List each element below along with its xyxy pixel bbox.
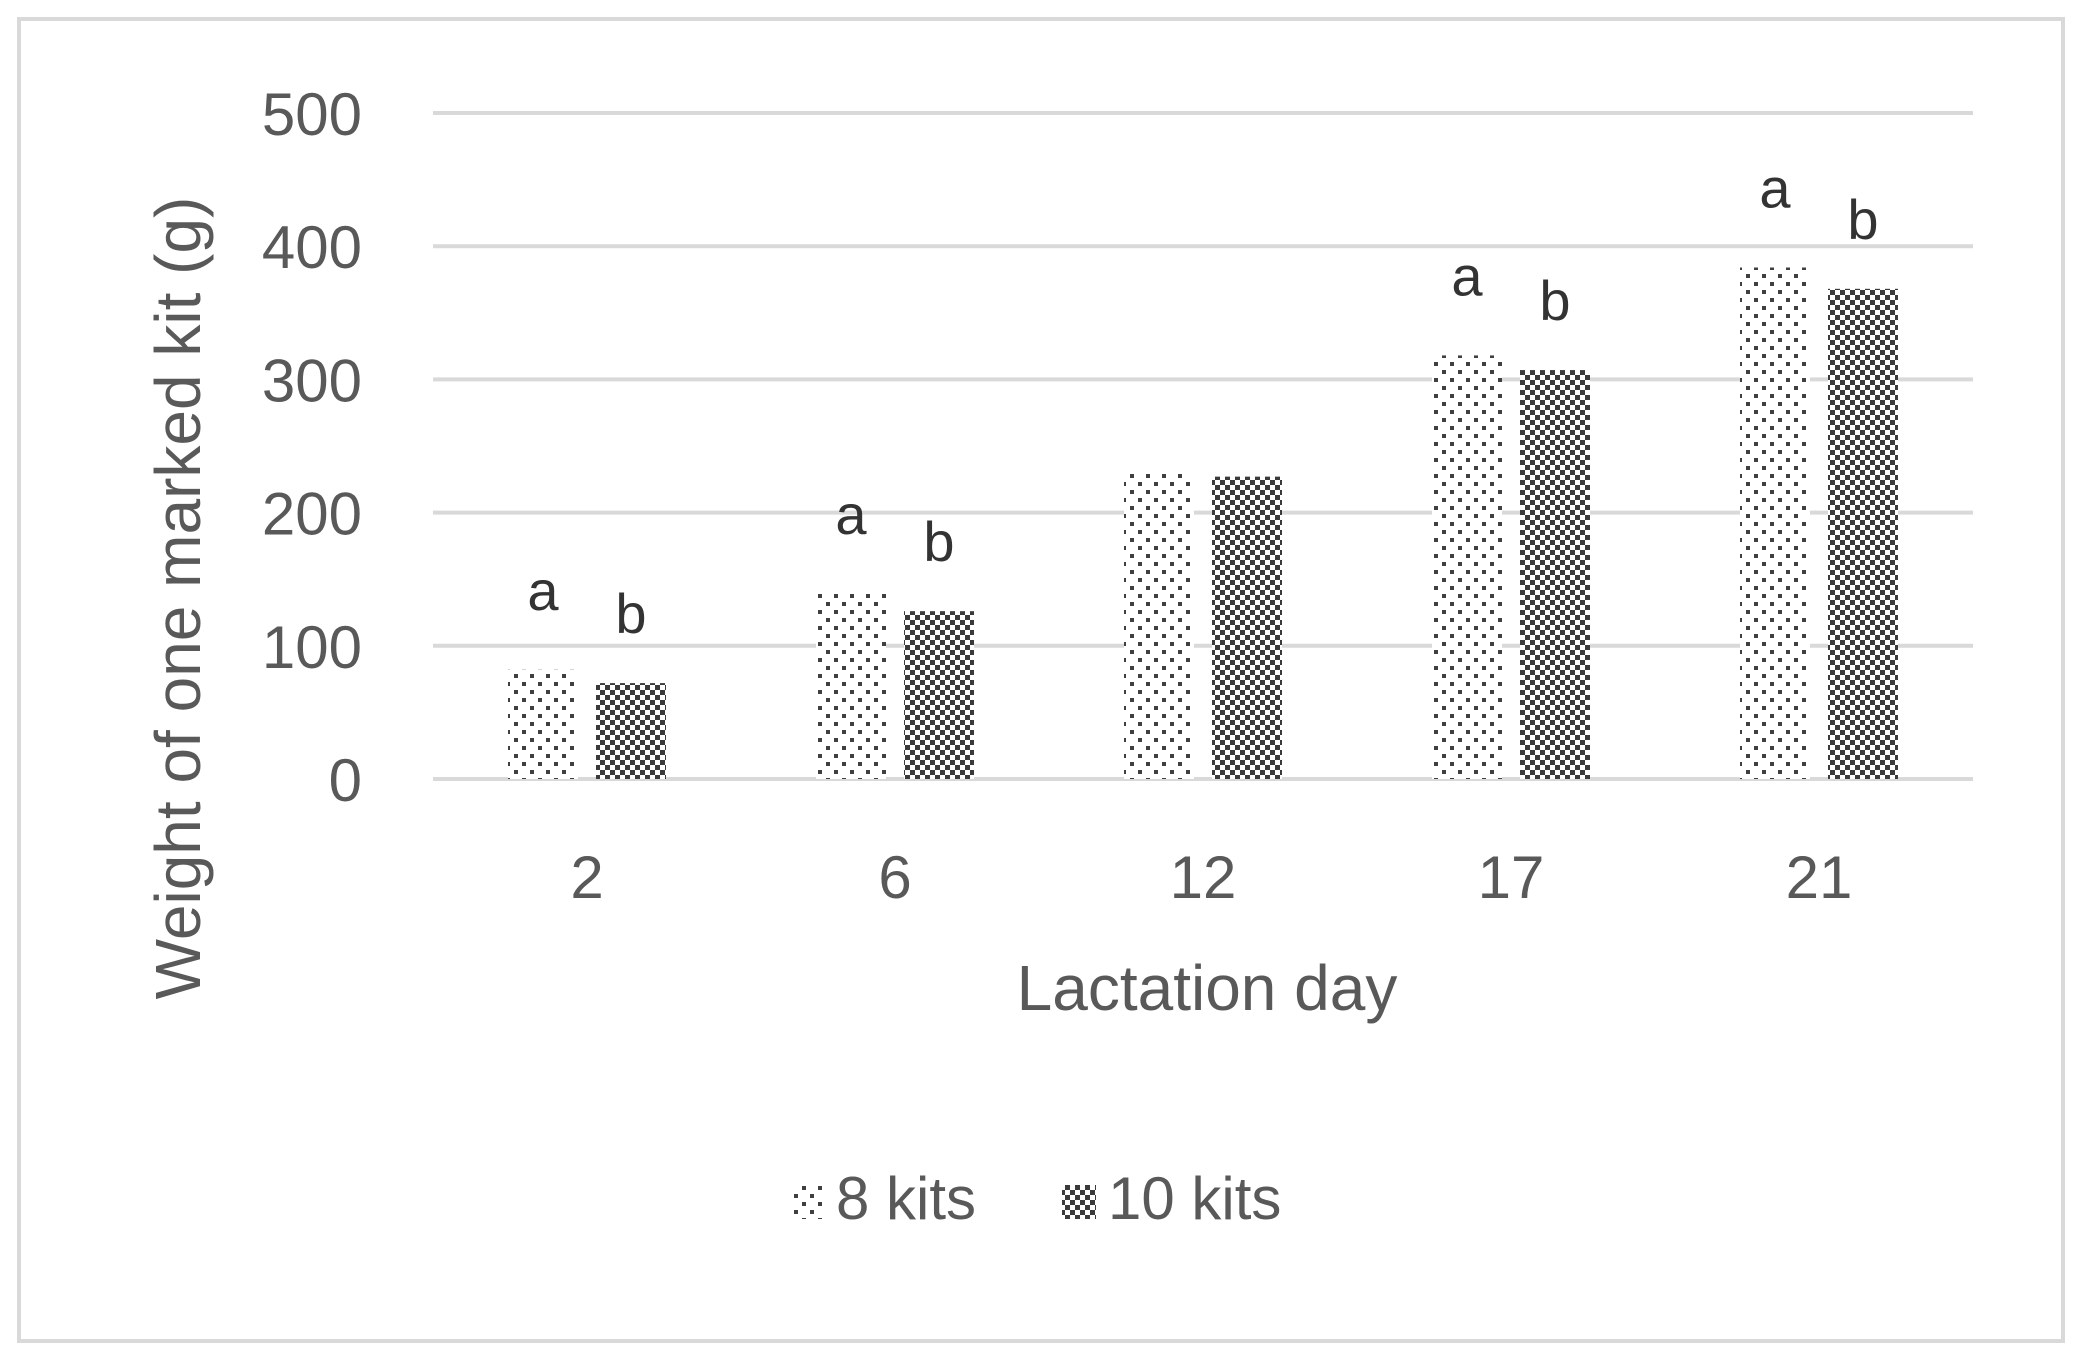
y-tick-label: 200 xyxy=(262,481,362,548)
legend: 8 kits 10 kits xyxy=(790,1165,1281,1232)
x-tick-label: 21 xyxy=(1786,844,1853,911)
y-tick-label: 100 xyxy=(262,614,362,681)
gridlines xyxy=(433,111,1973,781)
bars xyxy=(508,267,1898,779)
bar-8-kits-day-21 xyxy=(1740,267,1810,779)
y-tick-label: 0 xyxy=(329,747,362,814)
bar-10-kits-day-2 xyxy=(596,683,666,779)
significance-letter: a xyxy=(1451,244,1483,307)
x-tick-label: 17 xyxy=(1478,844,1545,911)
significance-letter: b xyxy=(1539,269,1570,332)
y-tick-label: 500 xyxy=(262,81,362,148)
x-axis-ticks: 2 6 12 17 21 xyxy=(570,844,1852,911)
legend-swatch-10-kits xyxy=(1062,1185,1096,1219)
significance-letter: a xyxy=(835,483,867,546)
significance-letter: a xyxy=(527,559,559,622)
legend-swatch-8-kits xyxy=(790,1185,824,1219)
y-tick-label: 300 xyxy=(262,347,362,414)
significance-letter: a xyxy=(1759,157,1791,220)
x-axis-title: Lactation day xyxy=(1017,952,1398,1024)
legend-label: 10 kits xyxy=(1108,1165,1281,1232)
x-tick-label: 6 xyxy=(878,844,911,911)
significance-letter: b xyxy=(923,510,954,573)
bar-10-kits-day-21 xyxy=(1828,288,1898,779)
y-axis-title: Weight of one marked kit (g) xyxy=(142,197,214,1000)
y-axis-ticks: 0 100 200 300 400 500 xyxy=(262,81,362,814)
bar-10-kits-day-6 xyxy=(904,611,974,779)
bar-8-kits-day-12 xyxy=(1124,471,1194,779)
y-tick-label: 400 xyxy=(262,214,362,281)
significance-letter: b xyxy=(1847,188,1878,251)
x-tick-label: 12 xyxy=(1170,844,1237,911)
bar-8-kits-day-6 xyxy=(816,593,886,779)
bar-10-kits-day-12 xyxy=(1212,476,1282,779)
bar-8-kits-day-2 xyxy=(508,669,578,779)
legend-label: 8 kits xyxy=(836,1165,976,1232)
significance-labels: a ba ba ba b xyxy=(527,157,1878,646)
significance-letter: b xyxy=(615,582,646,645)
bar-10-kits-day-17 xyxy=(1520,370,1590,779)
chart-border xyxy=(17,17,2065,1343)
bar-8-kits-day-17 xyxy=(1432,355,1502,779)
x-tick-label: 2 xyxy=(570,844,603,911)
